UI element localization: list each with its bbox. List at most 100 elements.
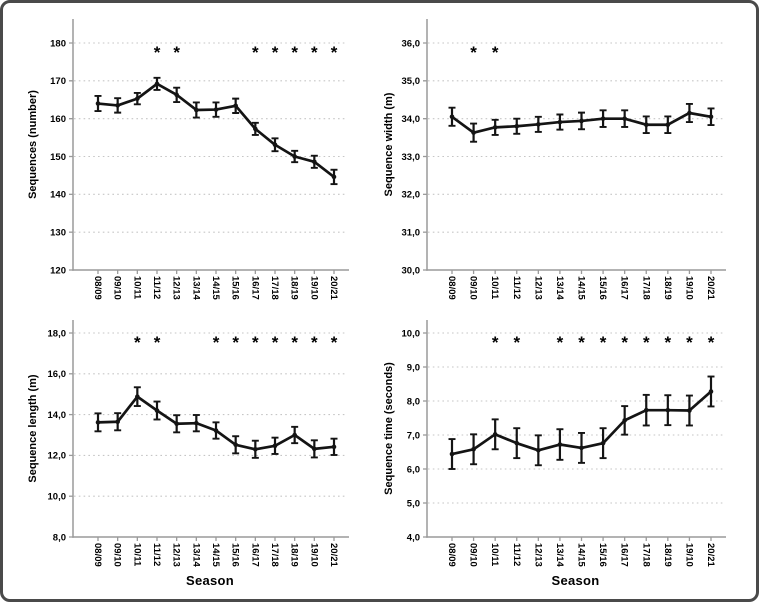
y-tick-label: 30,0 bbox=[402, 265, 421, 276]
y-tick-label: 36,0 bbox=[402, 38, 421, 49]
data-point-marker bbox=[471, 130, 476, 135]
data-point-marker bbox=[492, 125, 498, 130]
y-axis-title: Sequences (number) bbox=[27, 90, 39, 199]
significance-asterisk: * bbox=[213, 333, 220, 352]
significance-asterisk: * bbox=[665, 333, 672, 352]
significance-asterisk: * bbox=[557, 333, 564, 352]
significance-asterisk: * bbox=[311, 43, 318, 62]
y-tick-label: 120 bbox=[50, 265, 66, 276]
x-tick-label: 13/14 bbox=[190, 543, 201, 567]
x-tick-label: 13/14 bbox=[190, 276, 201, 300]
data-point-marker bbox=[579, 118, 584, 124]
x-tick-label: 11/12 bbox=[151, 543, 162, 566]
x-tick-label: 10/11 bbox=[131, 276, 142, 300]
data-point-marker bbox=[174, 421, 179, 427]
significance-asterisk: * bbox=[470, 43, 477, 62]
data-point-marker bbox=[492, 432, 498, 437]
data-point-marker bbox=[194, 107, 199, 113]
x-tick-label: 14/15 bbox=[210, 543, 221, 567]
data-point-marker bbox=[449, 114, 455, 120]
data-point-marker bbox=[579, 445, 584, 451]
x-tick-label: 15/16 bbox=[597, 543, 608, 567]
x-tick-label: 10/11 bbox=[489, 543, 500, 567]
x-tick-label: 19/10 bbox=[683, 276, 694, 300]
data-point-marker bbox=[272, 142, 278, 148]
data-point-marker bbox=[643, 122, 649, 128]
x-tick-label: 19/10 bbox=[308, 276, 319, 300]
data-point-marker bbox=[95, 101, 101, 106]
data-point-marker bbox=[292, 154, 297, 159]
chart-canvas: 30,0 31,0 32,0 33,0 34,0 35,0 36,0 08/09 09/10 10… bbox=[383, 19, 726, 300]
x-tick-label: 18/19 bbox=[662, 543, 673, 567]
data-point-marker bbox=[600, 440, 606, 446]
x-tick-label: 08/09 bbox=[446, 276, 457, 300]
x-tick-label: 20/21 bbox=[705, 276, 716, 300]
significance-asterisk: * bbox=[291, 333, 298, 352]
data-point-marker bbox=[194, 420, 199, 426]
x-tick-label: 10/11 bbox=[131, 543, 142, 567]
chart-sequence-width: 30,0 31,0 32,0 33,0 34,0 35,0 36,0 08/09 09/10 10… bbox=[379, 3, 756, 308]
significance-asterisk: * bbox=[272, 43, 279, 62]
x-axis-title: Season bbox=[551, 573, 599, 588]
data-point-marker bbox=[233, 442, 238, 448]
data-point-marker bbox=[233, 103, 238, 109]
x-tick-label: 17/18 bbox=[640, 276, 651, 300]
data-point-marker bbox=[331, 174, 337, 180]
y-tick-label: 34,0 bbox=[402, 114, 421, 125]
y-tick-label: 140 bbox=[50, 190, 66, 201]
significance-asterisk: * bbox=[621, 333, 628, 352]
chart-grid: 120 130 140 150 160 170 180 08/09 09/10 10/11 11/1… bbox=[3, 3, 756, 599]
significance-asterisk: * bbox=[272, 333, 279, 352]
x-tick-label: 19/10 bbox=[683, 543, 694, 567]
x-tick-label: 20/21 bbox=[705, 543, 716, 567]
data-point-marker bbox=[213, 107, 219, 112]
chart-sequences-number: 120 130 140 150 160 170 180 08/09 09/10 10/11 11/1… bbox=[3, 3, 379, 308]
significance-asterisk: * bbox=[578, 333, 585, 352]
x-tick-label: 20/21 bbox=[328, 543, 339, 567]
x-tick-label: 15/16 bbox=[230, 276, 241, 300]
y-tick-label: 180 bbox=[50, 38, 66, 49]
y-tick-label: 12,0 bbox=[48, 451, 67, 462]
y-tick-label: 160 bbox=[50, 114, 66, 125]
x-tick-label: 11/12 bbox=[511, 543, 522, 566]
data-point-marker bbox=[312, 159, 317, 165]
x-axis-title: Season bbox=[186, 573, 234, 588]
data-point-marker bbox=[557, 442, 563, 447]
x-tick-label: 12/13 bbox=[532, 276, 543, 300]
x-tick-label: 18/19 bbox=[289, 276, 300, 300]
data-point-marker bbox=[253, 446, 258, 452]
x-tick-label: 11/12 bbox=[511, 276, 522, 299]
x-tick-label: 15/16 bbox=[230, 543, 241, 567]
y-tick-label: 8,0 bbox=[407, 396, 420, 407]
significance-asterisk: * bbox=[492, 333, 499, 352]
x-tick-label: 17/18 bbox=[640, 543, 651, 567]
significance-asterisk: * bbox=[154, 333, 161, 352]
x-tick-label: 16/17 bbox=[619, 543, 630, 567]
significance-asterisk: * bbox=[311, 333, 318, 352]
chart-canvas: 4,0 5,0 6,0 7,0 8,0 9,0 10,0 08/09 09/10 10/11 11/… bbox=[383, 320, 726, 588]
data-point-marker bbox=[643, 407, 649, 413]
significance-asterisk: * bbox=[643, 333, 650, 352]
x-tick-label: 15/16 bbox=[597, 276, 608, 300]
data-point-marker bbox=[174, 92, 179, 98]
data-point-marker bbox=[708, 389, 714, 394]
y-tick-label: 10,0 bbox=[402, 328, 421, 339]
x-tick-label: 18/19 bbox=[662, 276, 673, 300]
y-tick-label: 5,0 bbox=[407, 498, 420, 509]
x-tick-label: 09/10 bbox=[468, 543, 479, 567]
x-tick-label: 16/17 bbox=[249, 543, 260, 567]
data-point-marker bbox=[115, 419, 120, 425]
y-tick-label: 170 bbox=[50, 76, 66, 87]
x-tick-label: 09/10 bbox=[468, 276, 479, 300]
data-point-marker bbox=[536, 122, 541, 127]
x-tick-label: 17/18 bbox=[269, 543, 280, 567]
y-axis-title: Sequence length (m) bbox=[27, 374, 39, 483]
y-tick-label: 35,0 bbox=[402, 76, 421, 87]
data-point-marker bbox=[449, 451, 455, 457]
significance-asterisk: * bbox=[513, 333, 520, 352]
x-tick-label: 12/13 bbox=[171, 543, 182, 567]
x-tick-label: 20/21 bbox=[328, 276, 339, 300]
data-point-marker bbox=[213, 428, 219, 433]
x-tick-label: 13/14 bbox=[554, 543, 565, 567]
